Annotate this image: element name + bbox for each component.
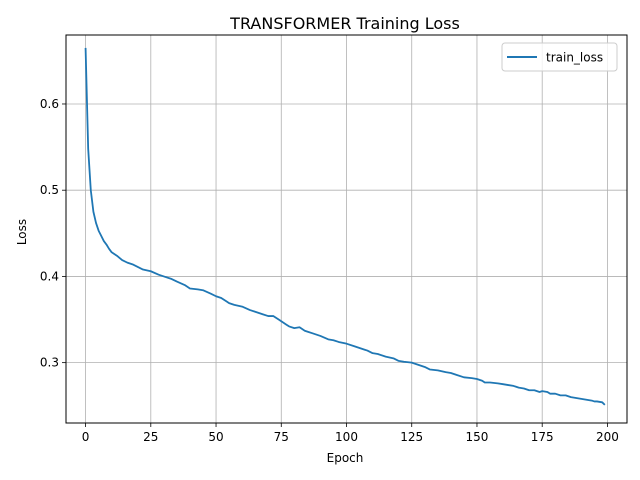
x-tick-label: 100 xyxy=(335,430,358,444)
legend-label-train-loss: train_loss xyxy=(546,51,603,65)
legend: train_loss xyxy=(501,42,618,72)
grid xyxy=(66,35,627,423)
x-tick-label: 25 xyxy=(143,430,158,444)
x-tick-label: 200 xyxy=(596,430,619,444)
plot-area xyxy=(84,47,606,406)
legend-box xyxy=(501,42,618,72)
series-line-train-loss xyxy=(84,47,606,406)
x-axis-title: Epoch xyxy=(327,451,364,465)
y-tick-label: 0.5 xyxy=(40,183,59,197)
x-tick-label: 150 xyxy=(466,430,489,444)
x-tick-label: 50 xyxy=(208,430,223,444)
y-axis-title: Loss xyxy=(15,219,29,245)
axes: 0 25 50 75 100 125 150 175 200 0.3 0.4 0.5 0.6 xyxy=(40,34,628,444)
y-tick-label: 0.3 xyxy=(40,356,59,370)
y-tick-label: 0.6 xyxy=(40,97,59,111)
y-tick-label: 0.4 xyxy=(40,269,59,283)
x-tick-label: 0 xyxy=(82,430,90,444)
x-tick-label: 125 xyxy=(400,430,423,444)
chart-title: TRANSFORMER Training Loss xyxy=(229,14,460,33)
x-tick-label: 175 xyxy=(531,430,554,444)
x-tick-label: 75 xyxy=(274,430,289,444)
